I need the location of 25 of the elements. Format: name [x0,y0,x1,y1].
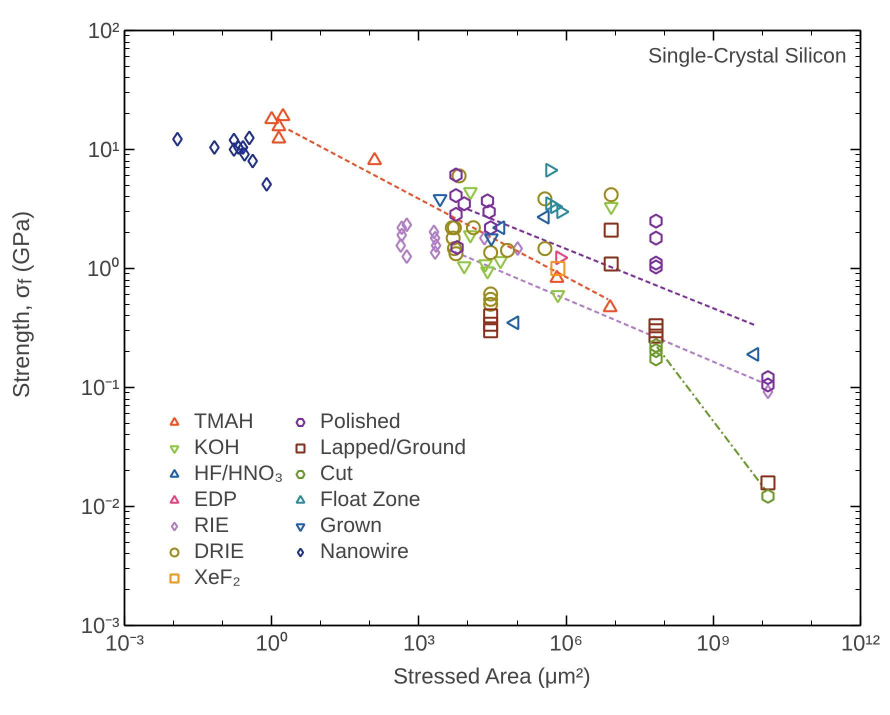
y-tick-label: 10⁻¹ [80,375,120,400]
legend-label: HF/HNO₃ [194,462,284,486]
y-tick-label: 10⁰ [87,256,120,281]
legend-label: DRIE [194,540,244,564]
x-tick-label: 10⁰ [255,630,288,656]
legend-label: Nanowire [320,540,409,564]
x-axis-title: Stressed Area (μm²) [393,664,591,688]
legend-label: RIE [194,514,230,538]
legend-label: TMAH [194,410,254,434]
legend-label: Grown [320,514,382,538]
x-tick-label: 10⁹ [696,630,730,656]
y-tick-label: 10⁻² [80,494,120,519]
y-tick-label: 10¹ [88,137,120,162]
legend-label: EDP [194,488,238,512]
y-tick-label: 10² [88,18,120,43]
x-tick-label: 10⁶ [549,630,583,656]
legend-label: KOH [194,436,240,460]
x-tick-label: 10³ [403,630,435,656]
legend-label: Cut [320,462,353,486]
legend-label: Lapped/Ground [320,436,466,460]
legend-label: XeF₂ [194,566,241,590]
x-tick-label: 10¹² [840,630,880,656]
legend-label: Float Zone [320,488,420,512]
legend-label: Polished [320,410,401,434]
annotation: Single-Crystal Silicon [648,44,847,68]
